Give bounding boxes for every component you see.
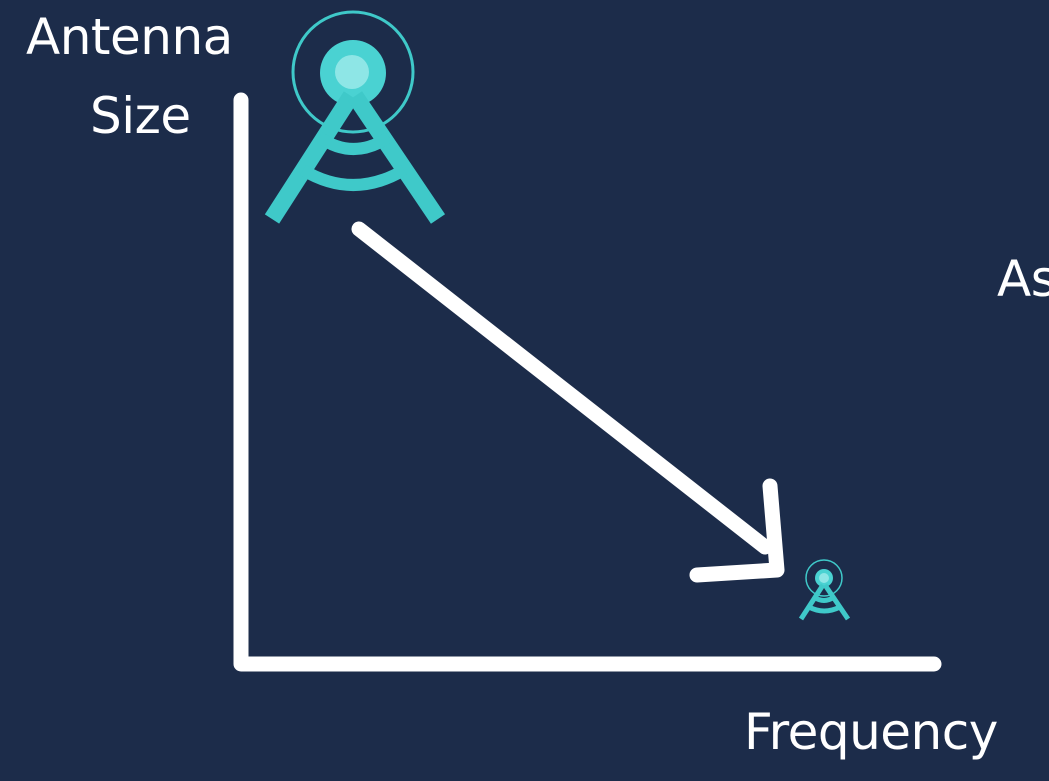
x-axis-label: Frequency [744, 703, 998, 761]
large-antenna-icon [264, 10, 446, 224]
cut-off-text: As [997, 250, 1049, 308]
y-axis-label-line1: Antenna [26, 8, 233, 66]
decrease-arrow [351, 221, 785, 583]
axes [233, 92, 942, 672]
small-antenna-icon [798, 559, 851, 621]
y-axis-label-line2: Size [90, 87, 191, 145]
